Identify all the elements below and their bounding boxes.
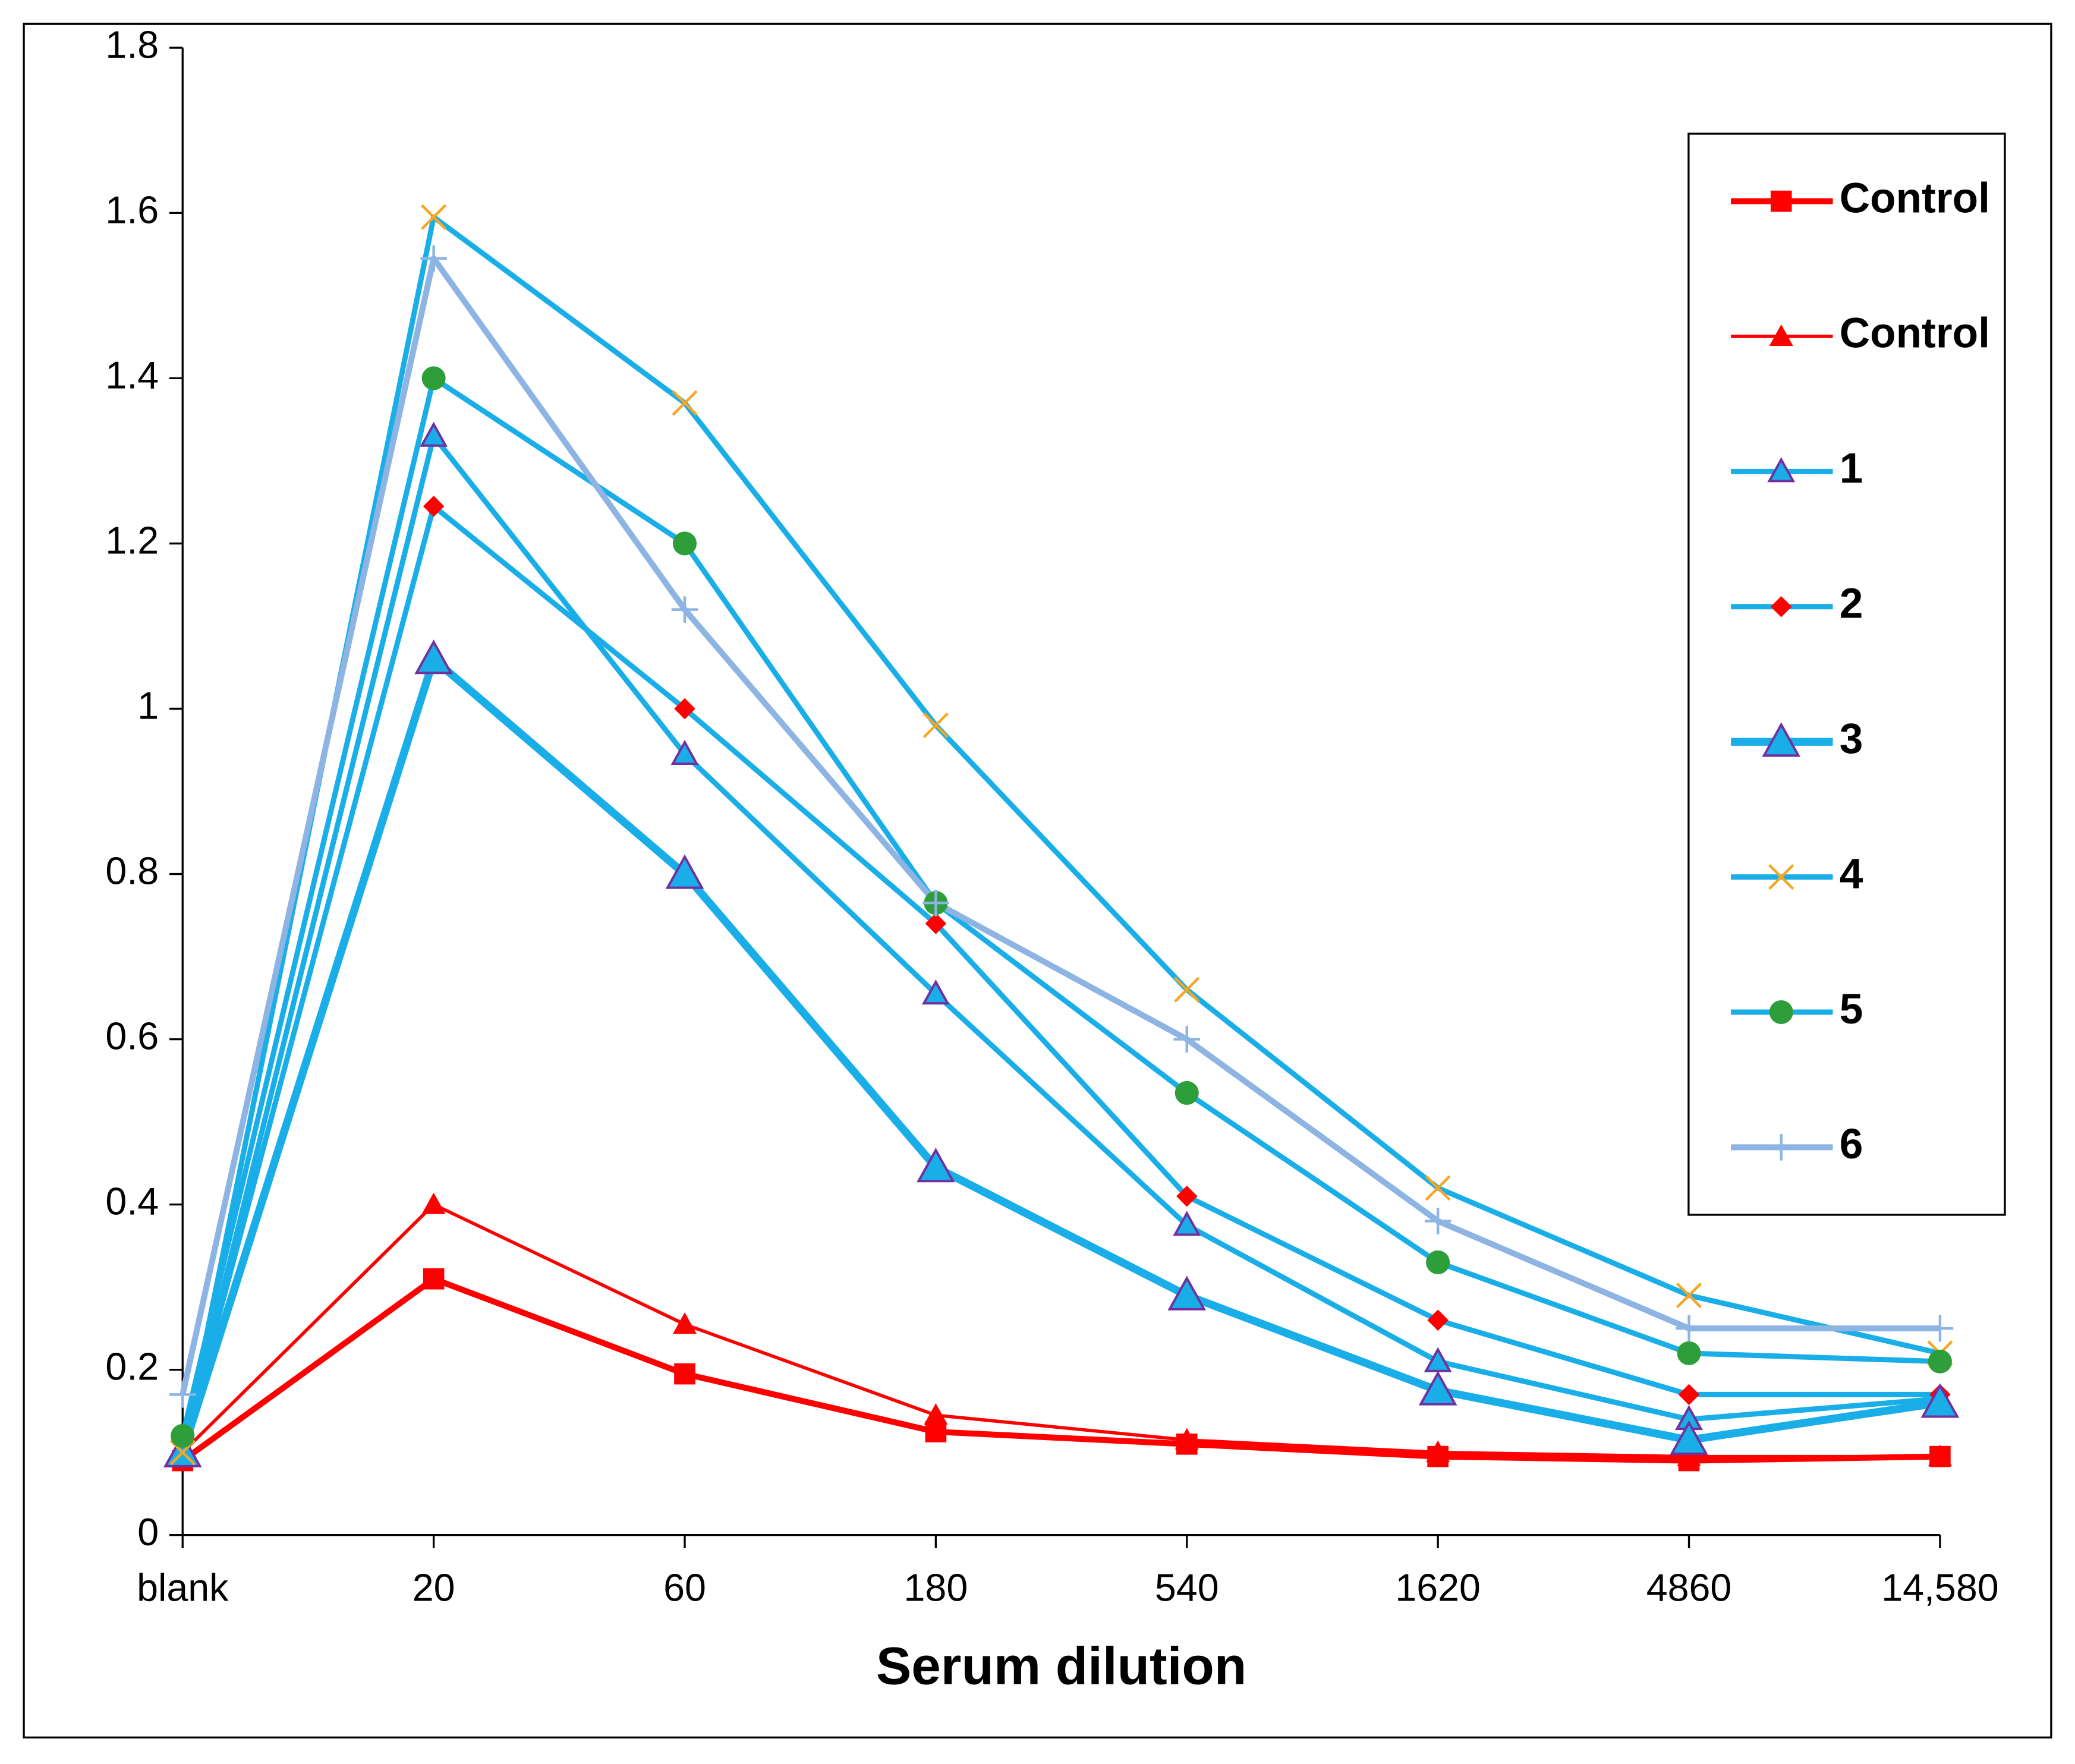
series-line: [180, 503, 1940, 1453]
y-tick-label: 0.8: [105, 850, 159, 893]
y-tick-label: 1.4: [105, 354, 159, 396]
y-tick-label: 1.2: [105, 519, 159, 562]
series-line: [180, 255, 1940, 1396]
data-point: [1926, 1315, 1954, 1342]
data-point: [921, 979, 950, 1005]
data-point: [1425, 1175, 1451, 1201]
data-point: [672, 1312, 697, 1334]
x-tick-label: 14,580: [1881, 1566, 1998, 1609]
data-point: [1928, 1349, 1952, 1374]
data-point: [672, 531, 697, 556]
x-tick-label: 180: [904, 1566, 968, 1609]
y-tick-label: 1: [137, 685, 159, 727]
x-tick-label: 20: [413, 1566, 455, 1609]
data-point: [1175, 1081, 1199, 1105]
series-line: [178, 655, 1941, 1454]
x-tick-label: 540: [1155, 1566, 1219, 1609]
data-point: [1173, 1211, 1201, 1236]
y-tick-label: 0.6: [105, 1015, 159, 1058]
series-line: [180, 433, 1941, 1453]
legend-label: 4: [1840, 850, 1863, 897]
data-point: [1426, 1250, 1450, 1274]
data-point: [1928, 1444, 1952, 1466]
data-point: [1424, 1208, 1451, 1234]
data-point: [674, 698, 695, 720]
data-point: [421, 366, 446, 390]
data-point: [1176, 1185, 1198, 1207]
series-line: [181, 1275, 1940, 1464]
data-point: [1678, 1384, 1700, 1406]
data-point: [665, 854, 704, 889]
data-point: [924, 1403, 948, 1425]
data-point: [1175, 1428, 1199, 1450]
data-point: [1418, 1371, 1457, 1406]
y-tick-label: 0: [137, 1511, 159, 1554]
data-point: [1173, 1026, 1201, 1053]
data-point: [171, 1423, 195, 1448]
legend-label: 2: [1840, 581, 1863, 628]
x-tick-label: 60: [663, 1566, 706, 1609]
data-point: [922, 889, 949, 916]
legend-box: [1687, 133, 2006, 1216]
legend-marker: [1762, 722, 1801, 757]
data-point: [670, 739, 699, 765]
data-point: [414, 639, 453, 675]
x-tick-label: 4860: [1646, 1566, 1732, 1609]
x-tick-label: blank: [137, 1566, 229, 1609]
data-point: [674, 1363, 695, 1385]
y-tick-label: 1.6: [105, 188, 159, 231]
y-tick-label: 0.4: [105, 1180, 159, 1223]
x-tick-label: 1620: [1395, 1566, 1481, 1609]
data-point: [1676, 1282, 1702, 1309]
y-tick-label: 0.2: [105, 1346, 159, 1388]
legend-label: 5: [1840, 986, 1863, 1033]
data-point: [169, 1381, 196, 1408]
data-point: [421, 1192, 446, 1214]
data-point: [423, 1268, 445, 1290]
x-axis-label: Serum dilution: [876, 1636, 1246, 1695]
data-point: [925, 913, 947, 934]
legend-marker: [1768, 864, 1794, 890]
series-line: [180, 214, 1941, 1453]
legend-label: 3: [1840, 716, 1863, 763]
y-tick-label: 1.8: [105, 23, 159, 66]
data-point: [1670, 1420, 1708, 1456]
data-point: [1174, 976, 1200, 1003]
data-point: [1677, 1341, 1701, 1365]
legend-marker: [1768, 1134, 1795, 1161]
data-point: [420, 245, 447, 272]
data-point: [1677, 1444, 1701, 1466]
legend-marker: [1770, 596, 1792, 618]
legend-marker: [1770, 190, 1792, 212]
data-point: [1167, 1275, 1207, 1311]
data-point: [421, 204, 447, 230]
data-point: [922, 712, 949, 738]
data-point: [420, 421, 448, 447]
legend-marker: [1769, 1000, 1793, 1025]
legend-marker: [1769, 324, 1793, 346]
legend-label: Control: [1840, 175, 1990, 222]
series-line: [181, 1202, 1940, 1459]
series-line: [180, 375, 1941, 1437]
data-point: [1676, 1315, 1702, 1342]
legend-label: 6: [1840, 1121, 1863, 1168]
legend-label: Control: [1840, 310, 1990, 357]
legend-label: 1: [1840, 445, 1863, 492]
data-point: [672, 390, 698, 416]
data-point: [1426, 1440, 1450, 1462]
legend-marker: [1767, 457, 1796, 483]
data-point: [671, 596, 698, 623]
data-point: [1920, 1383, 1960, 1418]
data-point: [917, 1147, 955, 1183]
